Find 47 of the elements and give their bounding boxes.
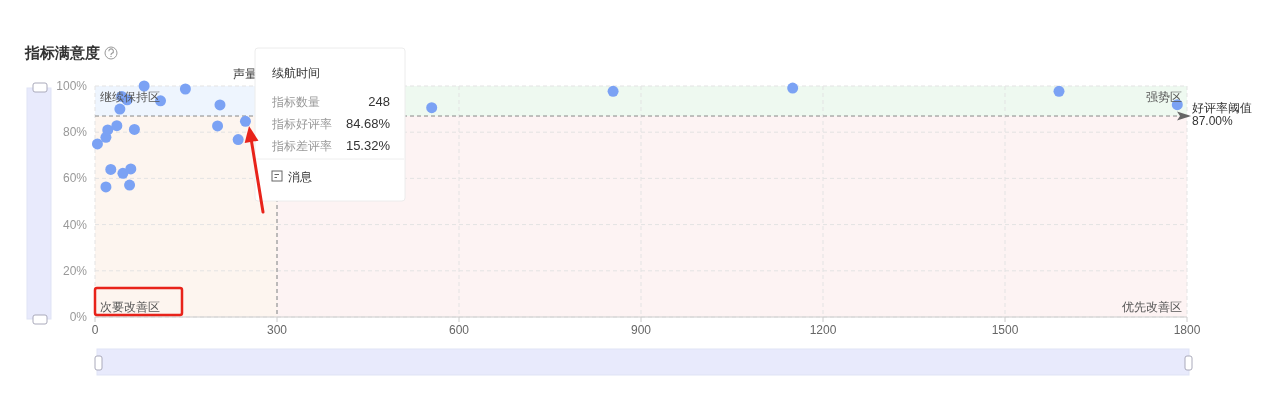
y-tick-label: 80% xyxy=(62,125,88,140)
ref-line-label: 声量 xyxy=(233,67,257,81)
annotation: 15.32% xyxy=(345,138,391,153)
point xyxy=(214,99,226,111)
point xyxy=(1053,85,1065,97)
point xyxy=(124,179,136,191)
point xyxy=(787,82,799,94)
point xyxy=(102,124,114,136)
text: 续航时间 xyxy=(272,66,320,80)
y-tick-label: 60% xyxy=(62,171,88,186)
x-tick-label: 1200 xyxy=(809,323,837,337)
annotation: 84.68% xyxy=(345,116,391,131)
y-tick-label: 100% xyxy=(56,79,88,93)
x-tick-label: 1800 xyxy=(1173,323,1201,337)
point xyxy=(239,115,251,127)
x-tick-label: 300 xyxy=(266,323,288,337)
annotation: 指标差评率 xyxy=(271,139,332,153)
y-tick-label: 20% xyxy=(62,263,88,278)
annotation: 强势区 xyxy=(1146,90,1182,104)
annotation: 指标好评率 xyxy=(271,117,332,131)
annotation: 指标数量 xyxy=(271,95,320,109)
annotation: 消息 xyxy=(288,170,312,184)
annotation: 248 xyxy=(368,94,390,109)
y-tick-label: 0% xyxy=(69,310,88,324)
point xyxy=(91,138,103,150)
point xyxy=(128,123,140,135)
ref-line-label: 好评率阈值 87.00% xyxy=(1192,101,1252,129)
point xyxy=(114,103,126,115)
annotation: 优先改善区 xyxy=(1122,300,1182,314)
chart-title: 指标满意度 xyxy=(24,44,100,61)
annotation: 次要改善区 xyxy=(100,300,160,314)
point xyxy=(105,163,117,175)
y-tick-label: 40% xyxy=(62,217,88,232)
x-tick-label: 600 xyxy=(448,323,470,337)
point xyxy=(179,83,191,95)
point xyxy=(125,163,137,175)
point xyxy=(111,120,123,132)
point xyxy=(212,120,224,132)
point xyxy=(138,80,150,92)
point xyxy=(607,85,619,97)
point xyxy=(117,167,129,179)
point xyxy=(426,102,438,114)
x-tick-label: 1500 xyxy=(991,323,1019,337)
x-tick-label: 0 xyxy=(91,323,99,337)
x-tick-label: 900 xyxy=(630,323,652,337)
point xyxy=(100,181,112,193)
point xyxy=(232,134,244,146)
